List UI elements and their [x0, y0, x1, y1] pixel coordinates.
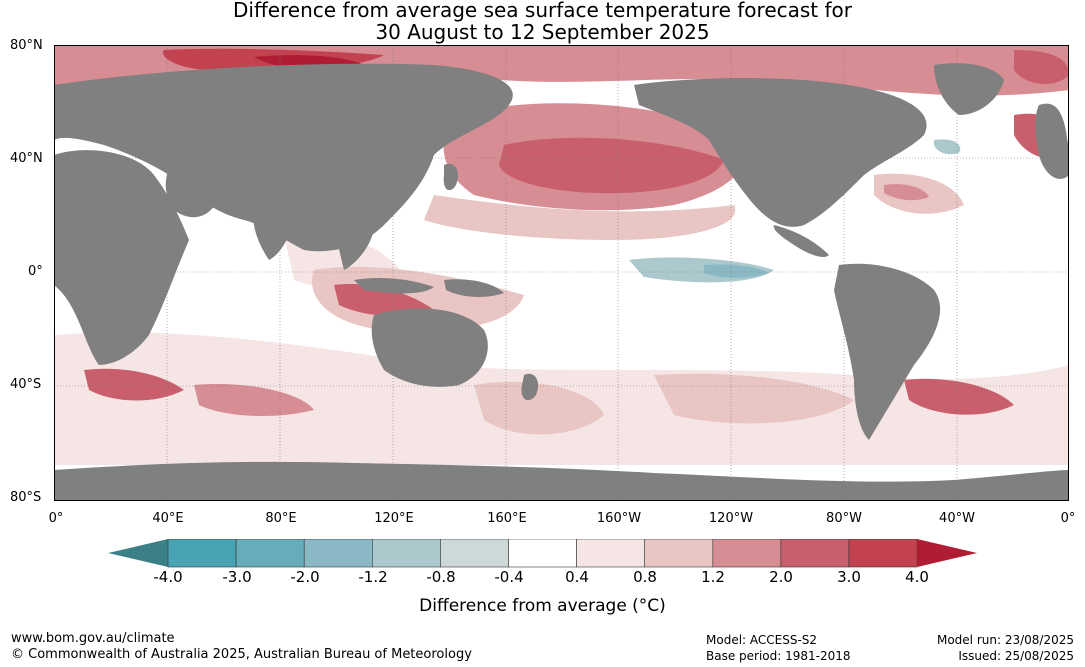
colorbar-bin [712, 539, 782, 568]
colorbar-tick-label: 0.4 [565, 568, 589, 586]
land-new-guinea [444, 279, 504, 297]
lon-label-0-left: 0° [48, 511, 64, 526]
colorbar-tick-label: 1.2 [701, 568, 725, 586]
land-africa [54, 150, 189, 365]
footer-model: Model: ACCESS-S2 [706, 633, 818, 647]
colorbar-bins [167, 539, 918, 568]
anomaly-indonesia-warm [334, 284, 434, 317]
graticule [54, 45, 1069, 501]
footer-base-period: Base period: 1981-2018 [706, 649, 851, 663]
anomaly-subtropical-pacific [424, 195, 736, 240]
colorbar-bin [780, 539, 850, 568]
colorbar-bin [644, 539, 714, 568]
colorbar-bin [235, 539, 305, 568]
colorbar-tick-label: 0.8 [633, 568, 657, 586]
colorbar-tick-label: 2.0 [769, 568, 793, 586]
colorbar-tick-label: -1.2 [358, 568, 388, 586]
map-title-line-2: 30 August to 12 September 2025 [375, 20, 710, 44]
footer-website: www.bom.gov.au/climate [11, 631, 175, 646]
colorbar-bin [303, 539, 373, 568]
colorbar-bin [508, 539, 577, 568]
lon-label-160w: 160°W [596, 511, 642, 526]
land-eurasia [54, 63, 513, 252]
map-title-line-1: Difference from average sea surface temp… [232, 0, 852, 22]
lon-label-80e: 80°E [265, 511, 297, 526]
lon-label-40w: 40°W [939, 511, 975, 526]
map-frame [54, 45, 1069, 501]
anomaly-south-indian-warm [194, 384, 314, 417]
land-indochina [334, 203, 374, 270]
footer-copyright: © Commonwealth of Australia 2025, Austra… [11, 647, 472, 662]
colorbar-extend-below [108, 539, 168, 567]
anomaly-labrador-cool [933, 139, 961, 155]
colorbar-tick-label: -0.8 [426, 568, 456, 586]
anomaly-south-atlantic-warm [84, 368, 184, 401]
anomaly-greenland-warm [1014, 50, 1069, 85]
lon-label-160e: 160°E [487, 511, 527, 526]
lat-label-40n: 40°N [10, 151, 43, 166]
land-australia [371, 308, 488, 387]
colorbar-tick-label: 4.0 [905, 568, 929, 586]
anomaly-nino3-cool [704, 264, 769, 278]
colorbar-tick-label: -2.0 [290, 568, 320, 586]
sst-anomaly-map [54, 45, 1069, 501]
land-indonesia [354, 277, 434, 294]
anomaly-north-pacific-core [499, 137, 724, 194]
land-greenland [934, 63, 1004, 115]
footer-model-run: Model run: 23/08/2025 [936, 633, 1074, 647]
lat-label-40s: 40°S [10, 377, 42, 392]
colorbar-bin [371, 539, 441, 568]
land-south-america [834, 263, 941, 440]
lat-label-80n: 80°N [10, 38, 43, 53]
anomaly-north-atlantic-core [884, 184, 929, 201]
lon-label-80w: 80°W [826, 511, 862, 526]
land-antarctica [54, 461, 1069, 501]
land-arabia [165, 168, 219, 218]
anomaly-tasman-warm [474, 381, 604, 435]
lon-label-120w: 120°W [708, 511, 754, 526]
colorbar-title: Difference from average (°C) [419, 596, 666, 616]
colorbar-extend-above [917, 539, 977, 567]
colorbar-bin [167, 539, 237, 568]
land-masses [54, 63, 1069, 501]
anomaly-south-atlantic-east-warm [904, 378, 1014, 415]
colorbar-bin [440, 539, 509, 568]
lat-label-equator: 0° [28, 264, 43, 279]
colorbar-tick-label: 3.0 [837, 568, 861, 586]
footer-issued: Issued: 25/08/2025 [958, 649, 1074, 663]
colorbar [108, 539, 977, 568]
lon-label-0-right: 0° [1060, 511, 1076, 526]
land-western-europe [1035, 103, 1069, 179]
land-india [252, 193, 295, 260]
land-japan [443, 163, 459, 191]
land-central-america [773, 225, 829, 257]
colorbar-tick-label: -3.0 [222, 568, 252, 586]
colorbar-tick-label: -0.4 [494, 568, 524, 586]
land-north-america [634, 78, 927, 227]
colorbar-tick-label: -4.0 [153, 568, 183, 586]
colorbar-bin [576, 539, 646, 568]
land-new-zealand [521, 373, 539, 401]
colorbar-bin [848, 539, 918, 568]
lon-label-120e: 120°E [374, 511, 414, 526]
lat-label-80s: 80°S [10, 490, 42, 505]
lon-label-40e: 40°E [152, 511, 184, 526]
